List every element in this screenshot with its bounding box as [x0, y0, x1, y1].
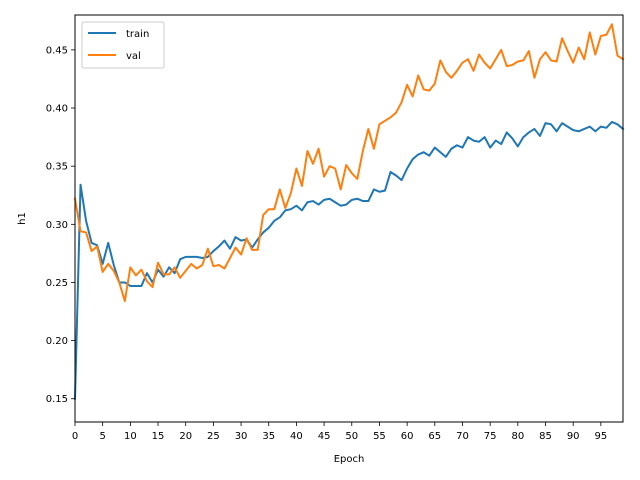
x-tick-label: 15 — [152, 431, 165, 442]
x-axis: 0 5 10 15 20 25 30 35 40 45 50 55 60 65 70 75 80 85 90 95 — [72, 422, 607, 442]
legend-label-train: train — [126, 29, 149, 40]
y-tick-label: 0.25 — [46, 278, 68, 289]
x-tick-label: 95 — [594, 431, 607, 442]
y-axis-label: h1 — [17, 212, 28, 225]
x-tick-label: 0 — [72, 431, 78, 442]
x-tick-label: 60 — [401, 431, 414, 442]
x-tick-label: 75 — [484, 431, 497, 442]
axes-background — [75, 15, 623, 422]
series-line-train — [73, 120, 625, 400]
x-tick-label: 90 — [567, 431, 580, 442]
series-line-val — [73, 23, 625, 303]
y-axis: 0.15 0.20 0.25 0.30 0.35 0.40 0.45 — [46, 45, 75, 405]
y-tick-label: 0.20 — [46, 336, 68, 347]
x-tick-label: 20 — [179, 431, 192, 442]
plot-area — [75, 15, 623, 422]
x-tick-label: 40 — [290, 431, 303, 442]
axes-frame — [74, 14, 624, 423]
legend-box — [81, 21, 165, 69]
legend-label-val: val — [126, 51, 141, 62]
x-tick-label: 10 — [124, 431, 137, 442]
legend: train val — [81, 21, 165, 69]
x-tick-label: 50 — [345, 431, 358, 442]
x-tick-label: 35 — [262, 431, 275, 442]
y-tick-label: 0.35 — [46, 162, 68, 173]
y-tick-label: 0.30 — [46, 220, 68, 231]
y-tick-label: 0.40 — [46, 104, 68, 115]
x-tick-label: 5 — [99, 431, 105, 442]
x-tick-label: 25 — [207, 431, 220, 442]
series-layer — [73, 23, 625, 400]
x-tick-label: 70 — [456, 431, 469, 442]
x-axis-label: Epoch — [334, 454, 365, 465]
x-tick-label: 85 — [539, 431, 552, 442]
x-tick-label: 45 — [318, 431, 331, 442]
y-tick-label: 0.45 — [46, 45, 68, 56]
x-tick-label: 55 — [373, 431, 386, 442]
x-tick-label: 30 — [235, 431, 248, 442]
y-tick-label: 0.15 — [46, 394, 68, 405]
x-tick-label: 80 — [511, 431, 524, 442]
x-tick-label: 65 — [428, 431, 441, 442]
